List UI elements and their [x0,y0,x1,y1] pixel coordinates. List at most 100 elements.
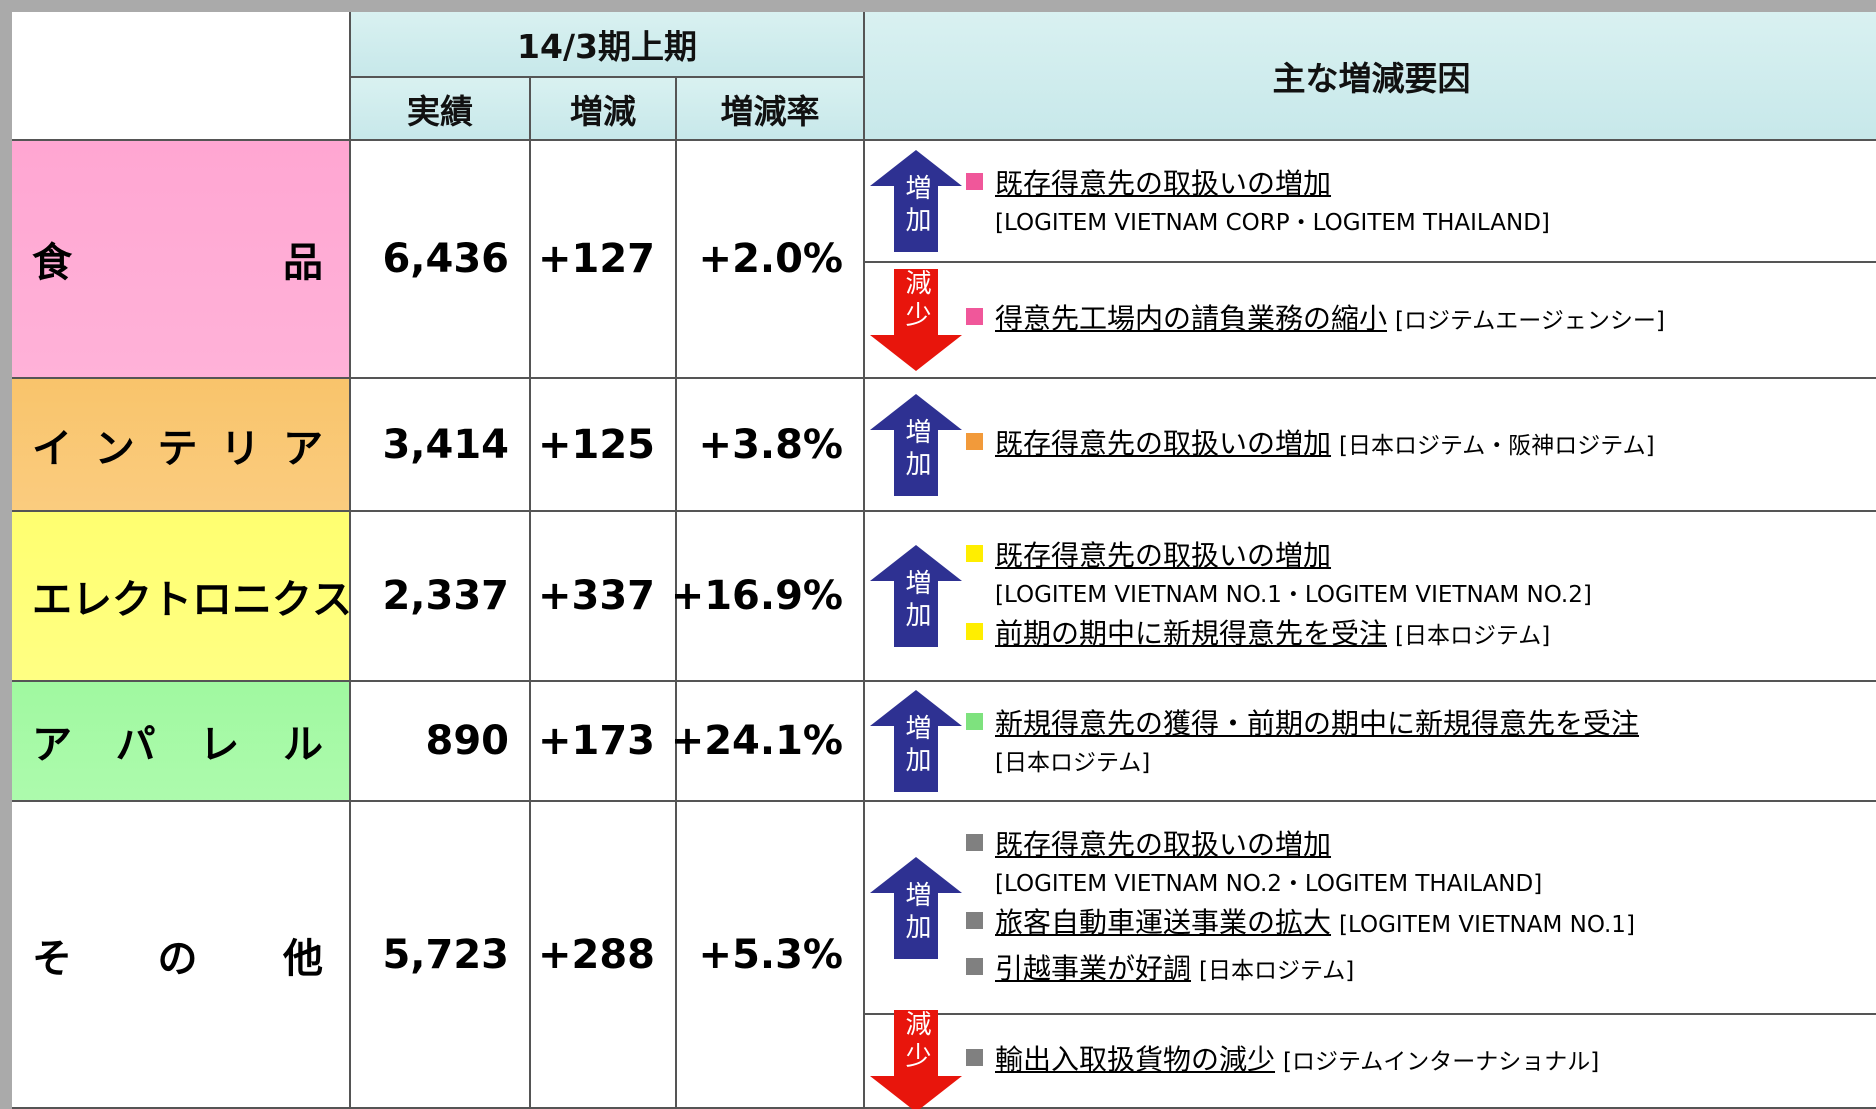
category-label: エレクトロニクス [32,577,352,623]
reason-text: 輸出入取扱貨物の減少 [995,1043,1276,1076]
direction-arrow: 減少 [870,269,962,371]
reason-text: 既存得意先の取扱いの増加 [995,539,1332,572]
header-reasons: 主な増減要因 [865,12,1876,141]
direction-arrow: 減少 [870,1010,962,1109]
reason-item: 旅客自動車運送事業の拡大 [LOGITEM VIETNAM NO.1] [966,901,1635,947]
value-cell: +16.9% [671,512,865,682]
reason-note: [ロジテムエージェンシー] [1395,308,1665,334]
header-column: 増減率 [677,78,865,141]
category-label: アパレル [32,722,323,768]
arrow-label: 増加 [901,174,931,238]
reason-list: 輸出入取扱貨物の減少 [ロジテムインターナショナル] [966,1038,1599,1084]
value-cell: +24.1% [671,682,865,802]
value-cell: +2.0% [677,141,865,379]
category-cell: その他 [12,802,351,1109]
arrow-label: 増加 [901,569,931,633]
reason-text: 前期の期中に新規得意先を受注 [995,617,1388,650]
reason-list: 得意先工場内の請負業務の縮小 [ロジテムエージェンシー] [966,297,1665,343]
reason-note: [ロジテムインターナショナル] [1283,1049,1600,1075]
category-label: 食品 [32,240,323,286]
reason-text: 旅客自動車運送事業の拡大 [995,905,1332,939]
value-cell: +127 [531,141,677,379]
arrow-label: 増加 [901,417,931,482]
reason-note: [日本ロジテム] [1395,623,1551,649]
reason-group: 減少得意先工場内の請負業務の縮小 [ロジテムエージェンシー] [865,263,1876,379]
direction-arrow: 増加 [870,856,962,959]
reason-list: 新規得意先の獲得・前期の期中に新規得意先を受注 [日本ロジテム] [966,702,1639,780]
value-cell: +337 [531,512,677,682]
reason-item: 既存得意先の取扱いの増加 [LOGITEM VIETNAM NO.2・LOGITE… [966,823,1635,901]
value-cell: 6,436 [351,141,531,379]
header-period: 14/3期上期 [351,12,865,78]
reason-group: 増加 新規得意先の獲得・前期の期中に新規得意先を受注 [日本ロジテム] [865,682,1876,802]
value-cell: +5.3% [677,802,865,1109]
reason-group: 増加 既存得意先の取扱いの増加 [LOGITEM VIETNAM NO.1・LOGI… [865,512,1876,682]
bullet [966,308,983,325]
bullet [966,623,983,640]
bullet [966,1049,983,1066]
reason-group: 増加 既存得意先の取扱いの増加 [LOGITEM VIETNAM CORP・LOGI… [865,141,1876,263]
header-corner [12,12,351,141]
reason-text: 既存得意先の取扱いの増加 [995,827,1332,861]
bullet [966,173,983,190]
arrow-label: 増加 [901,714,931,778]
header-column: 実績 [351,78,531,141]
bullet [966,911,983,929]
value-cell: 2,337 [351,512,531,682]
value-cell: 5,723 [351,802,531,1109]
reason-text: 新規得意先の獲得・前期の期中に新規得意先を受注 [995,707,1640,740]
header-column: 増減 [531,78,677,141]
reason-item: 得意先工場内の請負業務の縮小 [ロジテムエージェンシー] [966,297,1665,343]
reason-text: 得意先工場内の請負業務の縮小 [995,302,1388,335]
reason-item: 既存得意先の取扱いの増加 [LOGITEM VIETNAM CORP・LOGITE… [966,162,1550,240]
arrow-label: 増加 [901,880,931,945]
value-cell: +3.8% [677,379,865,512]
category-cell: エレクトロニクス [12,512,352,682]
reason-text: 既存得意先の取扱いの増加 [995,167,1332,200]
category-label: その他 [32,935,323,982]
bullet [966,713,983,730]
reason-note: [日本ロジテム・阪神ロジテム] [1339,432,1655,459]
reason-item: 既存得意先の取扱いの増加 [日本ロジテム・阪神ロジテム] [966,422,1655,468]
reason-group: 増加 既存得意先の取扱いの増加 [日本ロジテム・阪神ロジテム] [865,379,1876,512]
reason-note: [日本ロジテム] [995,750,1151,776]
value-cell: +125 [531,379,677,512]
reason-list: 既存得意先の取扱いの増加 [日本ロジテム・阪神ロジテム] [966,422,1655,468]
reason-item: 新規得意先の獲得・前期の期中に新規得意先を受注 [日本ロジテム] [966,702,1639,780]
arrow-label: 減少 [901,269,931,333]
bullet [966,545,983,562]
value-cell: 890 [351,682,531,802]
reason-item: 引越事業が好調 [日本ロジテム] [966,947,1635,993]
category-cell: インテリア [12,379,351,512]
reason-text: 引越事業が好調 [995,951,1192,985]
reason-item: 既存得意先の取扱いの増加 [LOGITEM VIETNAM NO.1・LOGITE… [966,534,1592,612]
reason-item: 前期の期中に新規得意先を受注 [日本ロジテム] [966,612,1592,658]
category-label: インテリア [32,425,323,472]
value-cell: +173 [531,682,677,802]
direction-arrow: 増加 [870,393,962,496]
value-cell: 3,414 [351,379,531,512]
category-cell: アパレル [12,682,351,802]
category-cell: 食品 [12,141,351,379]
reason-note: [日本ロジテム] [1199,957,1355,984]
bullet [966,833,983,851]
outer-border [0,0,12,1109]
direction-arrow: 増加 [870,690,962,792]
arrow-label: 減少 [901,1010,931,1074]
reason-list: 既存得意先の取扱いの増加 [LOGITEM VIETNAM CORP・LOGITE… [966,162,1550,240]
reason-text: 既存得意先の取扱いの増加 [995,426,1332,460]
reason-list: 既存得意先の取扱いの増加 [LOGITEM VIETNAM NO.2・LOGITE… [966,823,1635,993]
direction-arrow: 増加 [870,545,962,647]
reason-note: [LOGITEM VIETNAM NO.1] [1339,911,1635,938]
reason-note: [LOGITEM VIETNAM NO.1・LOGITEM VIETNAM NO… [995,582,1592,608]
reason-note: [LOGITEM VIETNAM CORP・LOGITEM THAILAND] [995,210,1550,236]
value-cell: +288 [531,802,677,1109]
reason-note: [LOGITEM VIETNAM NO.2・LOGITEM THAILAND] [995,870,1543,897]
bullet [966,432,983,450]
reason-list: 既存得意先の取扱いの増加 [LOGITEM VIETNAM NO.1・LOGITE… [966,534,1592,658]
reason-group: 減少輸出入取扱貨物の減少 [ロジテムインターナショナル] [865,1010,1876,1109]
direction-arrow: 増加 [870,150,962,252]
reason-group: 増加 既存得意先の取扱いの増加 [LOGITEM VIETNAM NO.2・LOGI… [865,802,1876,1015]
bullet [966,957,983,975]
outer-border [0,0,1876,12]
